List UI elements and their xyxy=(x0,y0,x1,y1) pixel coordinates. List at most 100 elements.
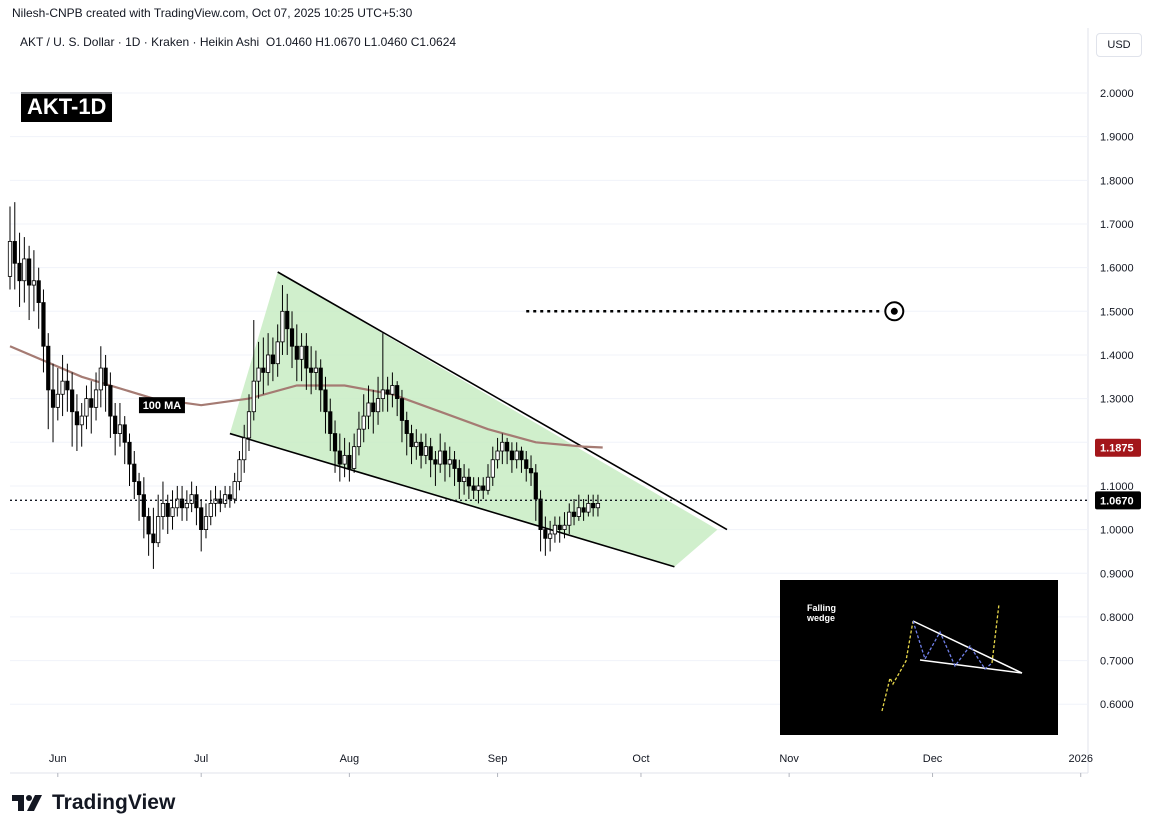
candle-body xyxy=(156,516,161,544)
candle-body xyxy=(222,494,228,504)
candle-body xyxy=(576,507,581,517)
candle xyxy=(524,451,529,482)
time-axis[interactable]: Jun Jul Aug Sep Oct Nov Dec 2026 xyxy=(49,753,1093,777)
candle xyxy=(175,485,180,517)
candle xyxy=(428,437,433,478)
candle xyxy=(352,433,357,473)
candle-body xyxy=(27,258,32,286)
candle xyxy=(203,503,209,539)
candle-body xyxy=(442,450,448,465)
candle-body xyxy=(538,498,543,530)
candle xyxy=(409,424,414,465)
candle xyxy=(222,485,228,508)
candle xyxy=(165,494,170,534)
candle xyxy=(117,402,123,447)
tradingview-logo[interactable]: TradingView xyxy=(12,790,175,816)
candle xyxy=(528,455,534,486)
candle xyxy=(74,394,80,452)
candle xyxy=(299,333,304,382)
candle-body xyxy=(189,494,194,504)
candle-body xyxy=(337,450,342,465)
candle-body xyxy=(557,524,562,531)
candle-body xyxy=(524,459,529,469)
candle-body xyxy=(41,302,46,347)
inset-wedge-upper xyxy=(912,620,1023,674)
candle-body xyxy=(509,450,515,461)
candle-body xyxy=(562,524,567,531)
time-tick-label: Oct xyxy=(632,753,649,765)
candle-body xyxy=(304,345,309,369)
candle xyxy=(514,442,519,469)
candle-body xyxy=(567,511,572,526)
currency-button[interactable]: USD xyxy=(1096,33,1142,57)
candle xyxy=(375,376,381,425)
candle-body xyxy=(213,498,218,504)
price-tick-label: 1.5000 xyxy=(1100,306,1134,318)
candle-body xyxy=(208,503,213,517)
candle-body xyxy=(22,258,27,282)
candle-body xyxy=(7,241,13,277)
candle-body xyxy=(500,441,505,452)
candle xyxy=(538,490,543,552)
candle-body xyxy=(318,367,323,391)
candle-body xyxy=(165,503,170,517)
candle-body xyxy=(31,280,37,286)
candle xyxy=(304,333,309,390)
ohlc-high: H1.0670 xyxy=(315,35,361,49)
candle xyxy=(328,398,333,452)
candle-body xyxy=(261,367,266,373)
candle-body xyxy=(361,415,366,430)
candle-body xyxy=(179,498,185,509)
price-axis[interactable]: 2.0000 1.9000 1.8000 1.7000 1.6000 1.5000 1.40… xyxy=(1095,88,1141,711)
candle xyxy=(232,472,237,504)
inset-uptrend xyxy=(881,620,914,712)
candle xyxy=(318,359,323,412)
time-tick-label: Dec xyxy=(923,753,943,765)
chart-credit: Nilesh-CNPB created with TradingView.com… xyxy=(12,6,413,20)
candle-body xyxy=(481,485,486,491)
candle xyxy=(309,346,314,395)
time-tick-label: Jun xyxy=(49,753,67,765)
price-tick-label: 0.8000 xyxy=(1100,612,1134,624)
candle xyxy=(361,394,366,443)
candle-body xyxy=(323,389,328,413)
ma-label-box xyxy=(138,397,185,414)
current-price-badge xyxy=(1095,491,1141,510)
candle xyxy=(22,237,27,303)
candle-body xyxy=(409,433,414,448)
price-tick-label: 1.4000 xyxy=(1100,350,1134,362)
candle xyxy=(208,490,213,526)
candle-body xyxy=(74,411,80,426)
candle-body xyxy=(352,446,357,469)
candle xyxy=(136,472,142,521)
candle xyxy=(170,490,175,530)
candle-body xyxy=(132,463,137,482)
candle-body xyxy=(136,481,142,496)
candle-body xyxy=(423,446,428,456)
candle xyxy=(543,516,548,556)
candle xyxy=(294,324,299,382)
candle xyxy=(251,320,256,421)
candle-body xyxy=(256,367,261,382)
symbol-info[interactable]: AKT / U. S. Dollar · 1D · Kraken · Heiki… xyxy=(20,35,456,49)
candle xyxy=(581,499,586,521)
candle xyxy=(261,337,266,395)
candle-body xyxy=(199,507,204,530)
candle xyxy=(418,433,424,469)
candle-body xyxy=(12,241,17,264)
candle xyxy=(213,485,218,517)
inset-wedge-lower xyxy=(919,659,1023,674)
candle-body xyxy=(170,507,175,517)
candle xyxy=(151,507,156,569)
price-tick-label: 0.9000 xyxy=(1100,568,1134,580)
candle xyxy=(184,490,189,521)
candles xyxy=(7,202,601,569)
candle xyxy=(495,437,500,469)
candle-body xyxy=(146,516,151,535)
candle xyxy=(266,333,271,386)
candle-body xyxy=(586,503,591,513)
candle xyxy=(41,289,46,373)
candle-body xyxy=(385,389,390,395)
candle xyxy=(36,267,41,329)
